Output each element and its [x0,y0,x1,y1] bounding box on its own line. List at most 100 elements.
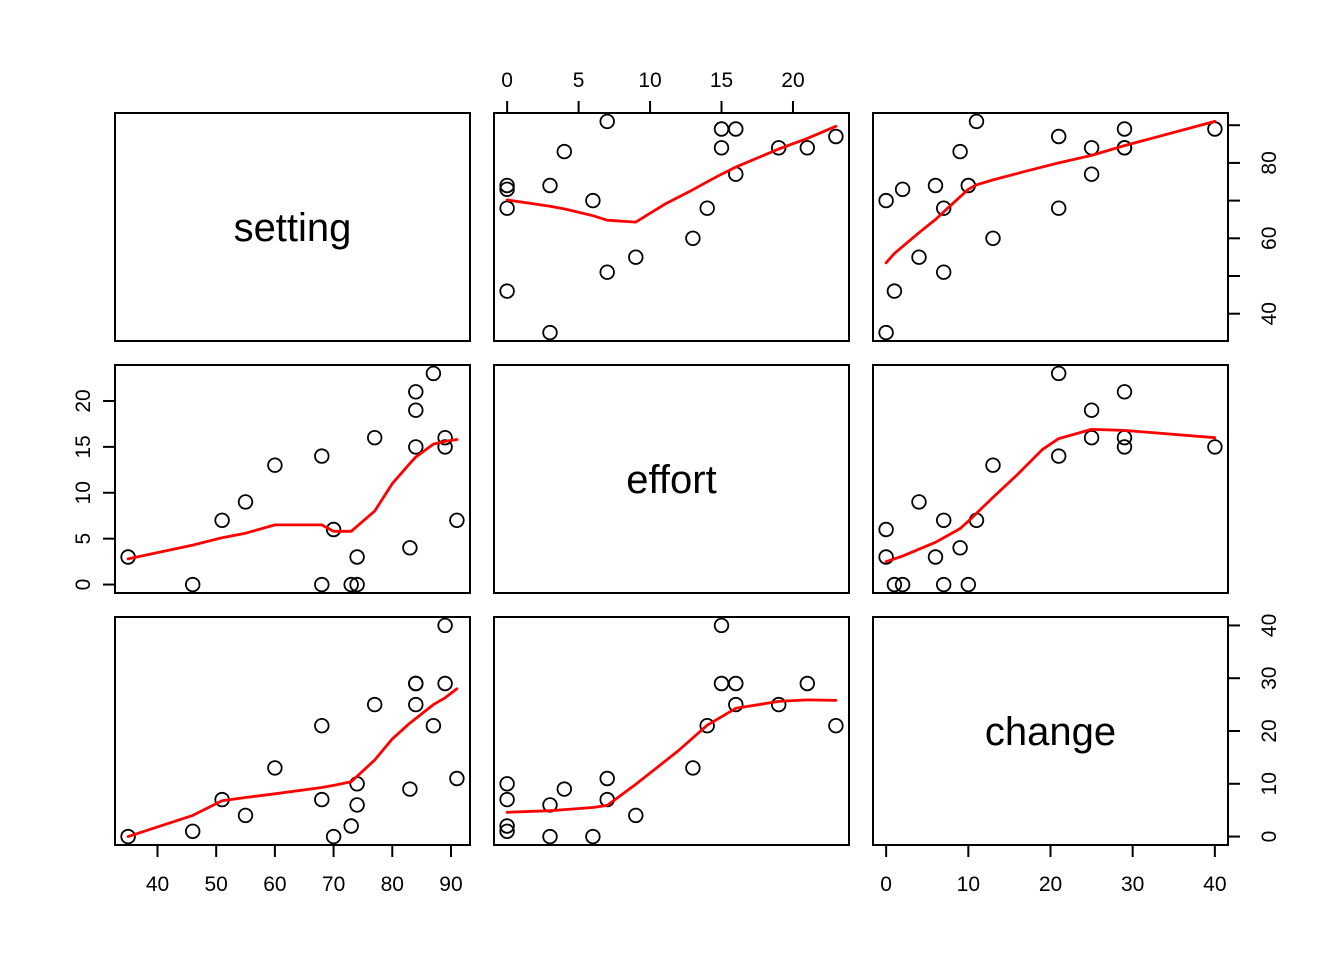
data-point [425,365,442,382]
tick-label: 80 [381,873,404,896]
tick-label: 5 [573,69,585,92]
tick-label: 40 [1258,302,1281,325]
tick-label: 20 [1258,719,1281,742]
data-point [952,540,968,556]
data-point [325,828,342,845]
data-point [237,807,254,824]
diag-panel-effort: effort [493,364,850,594]
data-point [267,457,283,473]
data-point [685,760,701,776]
lowess-smooth-line [884,120,1217,265]
data-point [343,818,359,834]
data-point [184,576,201,593]
data-point [499,791,515,808]
data-point [408,696,424,713]
data-point [628,807,644,824]
data-point [425,718,442,734]
data-point [349,549,365,565]
data-point [1050,448,1067,464]
data-point [628,249,644,265]
tick-label: 60 [263,873,286,896]
data-point [699,718,715,734]
data-point [120,828,136,845]
data-point [499,177,515,194]
tick-label: 5 [72,533,95,545]
tick-label: 60 [1258,227,1281,250]
tick-label: 20 [781,69,804,92]
data-point [499,283,515,299]
tick-label: 40 [1203,873,1226,896]
data-point [1207,439,1223,455]
data-point [878,192,894,209]
data-point [499,776,515,792]
data-point [367,430,383,446]
data-point [449,512,465,529]
data-point [408,675,424,692]
data-point [886,283,903,299]
tick-label: 30 [1258,667,1281,690]
panel-border [493,616,850,846]
lowess-smooth-line [126,687,459,838]
bottom-axis-change: 0 10 20 30 40 [880,845,1227,896]
lowess-smooth-line [505,698,838,814]
data-point [1116,384,1133,400]
data-point [952,143,968,160]
variable-label-setting: setting [234,206,352,250]
data-point [408,402,424,418]
data-point [499,200,515,216]
data-point [437,675,453,692]
data-point [437,430,453,446]
data-point [556,143,573,160]
diag-panel-change: change [872,616,1229,846]
data-point [685,230,701,247]
tick-label: 40 [1258,614,1281,637]
data-point [343,576,359,593]
right-axis-setting: 40 60 80 [1228,124,1281,325]
left-axis-effort: 0 5 10 15 20 [72,389,115,590]
data-point [499,181,515,198]
data-point [402,781,418,797]
tick-label: 30 [1121,873,1144,896]
data-point [267,760,283,776]
scatter-panel-effort-vs-setting [114,364,471,594]
tick-label: 10 [72,481,95,504]
data-point [408,439,424,455]
data-point [184,823,201,840]
data-point [314,718,330,734]
data-point [325,521,342,538]
variable-label-effort: effort [626,458,716,502]
data-point [556,781,573,797]
data-point [214,512,230,529]
data-point [1050,128,1067,145]
data-point [713,675,730,692]
data-point [1083,402,1100,418]
scatter-panel-change-vs-effort [493,616,850,846]
data-point [1083,430,1100,446]
data-point [911,249,927,265]
data-point [960,576,977,593]
data-point [936,512,952,529]
scatter-panel-setting-vs-effort [493,112,850,342]
panel-border [872,616,1229,846]
data-point [713,617,730,634]
data-point [314,576,330,593]
data-point [828,718,844,734]
data-point [936,200,952,216]
data-point [1050,365,1067,382]
panel-border [872,364,1229,594]
tick-label: 10 [1258,772,1281,795]
data-point [936,264,952,280]
panel-border [114,616,471,846]
lowess-smooth-line [126,438,459,561]
data-point [599,770,615,787]
data-point [927,177,944,194]
scatter-panel-setting-vs-change [872,112,1229,342]
lowess-smooth-line [505,124,838,224]
data-point [1116,439,1133,455]
data-point [349,797,365,813]
scatter-panel-change-vs-setting [114,616,471,846]
tick-label: 90 [439,873,462,896]
data-point [408,384,424,400]
data-point [878,521,894,538]
